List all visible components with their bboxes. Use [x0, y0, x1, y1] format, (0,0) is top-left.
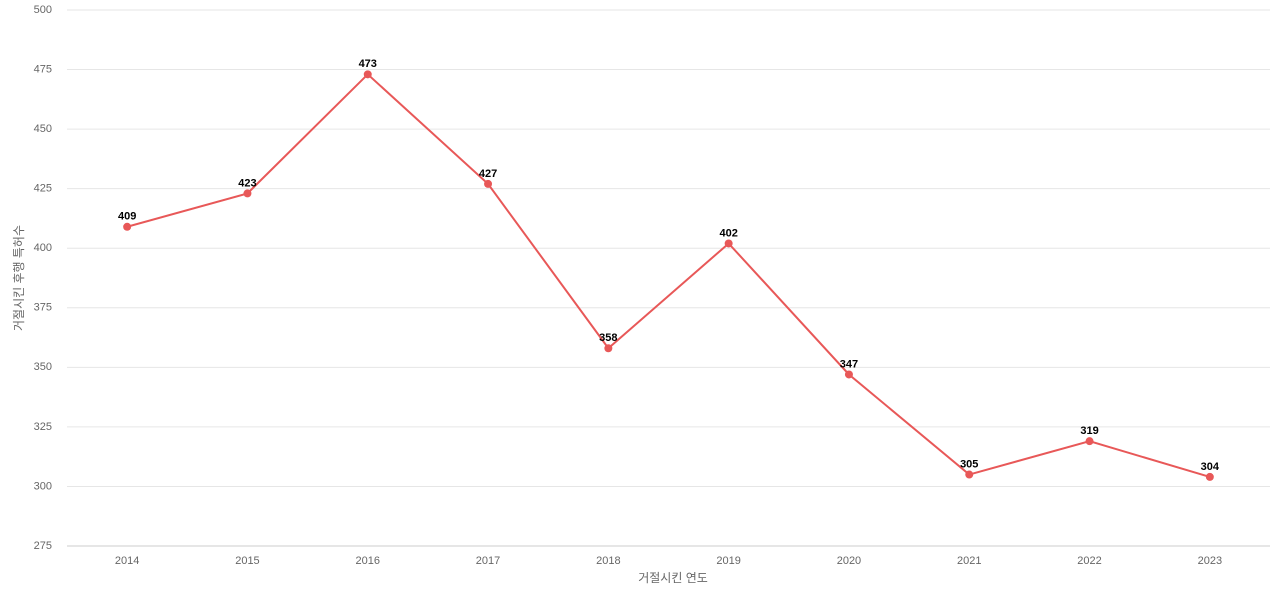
- y-tick-label: 300: [34, 480, 52, 492]
- y-tick-label: 275: [34, 540, 52, 552]
- value-label: 473: [359, 58, 377, 70]
- point: [844, 370, 853, 379]
- value-label: 423: [238, 177, 256, 189]
- y-tick-label: 375: [34, 302, 52, 314]
- y-axis-title: 거절시킨 후행 특허수: [11, 225, 26, 331]
- value-label: 305: [960, 458, 978, 470]
- point: [484, 179, 493, 188]
- x-tick-label: 2016: [356, 555, 380, 567]
- point: [965, 470, 974, 479]
- x-tick-label: 2014: [115, 555, 139, 567]
- value-label: 347: [840, 358, 858, 370]
- x-tick-label: 2020: [837, 555, 861, 567]
- value-label: 358: [599, 332, 617, 344]
- point: [363, 70, 372, 79]
- point: [123, 222, 132, 231]
- y-tick-label: 425: [34, 183, 52, 195]
- y-tick-label: 350: [34, 361, 52, 373]
- y-tick-label: 500: [34, 4, 52, 16]
- y-tick-label: 450: [34, 123, 52, 135]
- point: [1085, 437, 1094, 446]
- x-tick-label: 2019: [716, 555, 740, 567]
- x-tick-label: 2023: [1198, 555, 1222, 567]
- point: [243, 189, 252, 198]
- point: [1205, 472, 1214, 481]
- y-tick-label: 400: [34, 242, 52, 254]
- value-label: 319: [1080, 425, 1098, 437]
- value-label: 304: [1201, 461, 1220, 473]
- line: [126, 72, 1211, 478]
- y-tick-label: 475: [34, 63, 52, 75]
- y-tick-label: 325: [34, 421, 52, 433]
- x-tick-label: 2022: [1077, 555, 1101, 567]
- value-label: 402: [719, 227, 737, 239]
- value-label: 427: [479, 168, 497, 180]
- x-tick-label: 2017: [476, 555, 500, 567]
- value-label: 409: [118, 211, 136, 223]
- x-tick-label: 2021: [957, 555, 981, 567]
- x-axis-title: 거절시킨 연도: [638, 571, 708, 585]
- point: [604, 344, 613, 353]
- point: [724, 239, 733, 248]
- x-tick-label: 2015: [235, 555, 259, 567]
- x-tick-label: 2018: [596, 555, 620, 567]
